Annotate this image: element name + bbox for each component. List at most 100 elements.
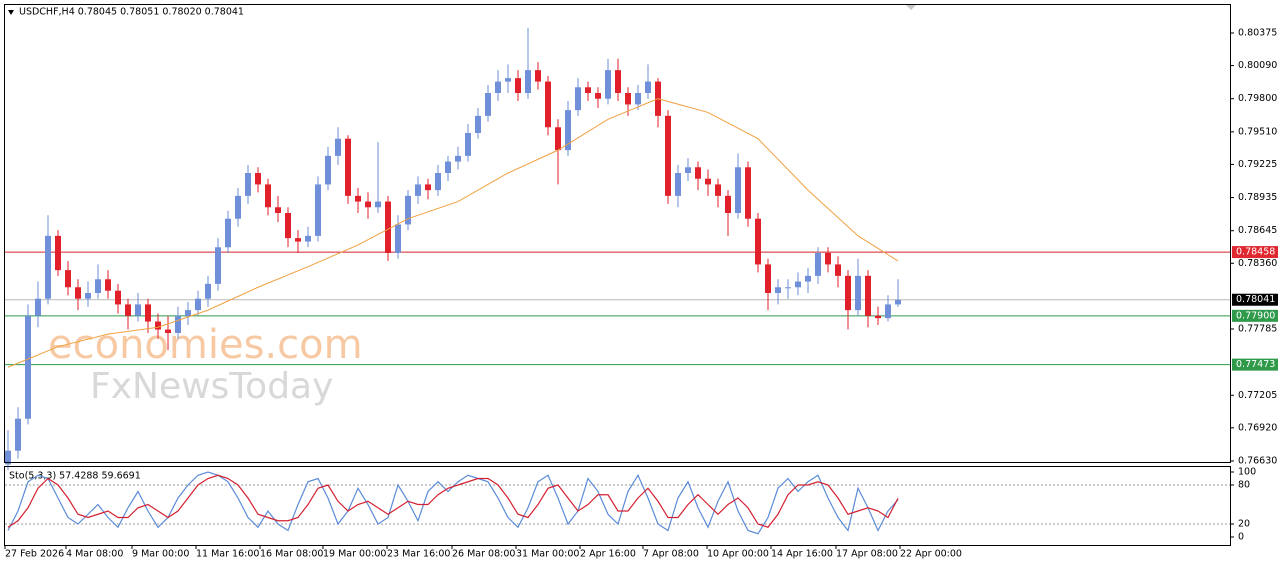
y-tick-label: 20 (1238, 519, 1250, 530)
watermark-text: economies.com (48, 322, 363, 368)
main-frame (4, 4, 1231, 463)
indicator-line (7, 474, 899, 528)
candle-body (885, 304, 891, 319)
candle-body (145, 304, 151, 322)
candle-body (795, 281, 801, 288)
candle-body (155, 321, 161, 330)
x-tick-label: 26 Mar 08:00 (452, 549, 515, 560)
candle-body (755, 218, 761, 265)
candle-body (135, 304, 141, 316)
candle-body (395, 224, 401, 253)
watermark-text: FxNewsToday (90, 366, 333, 407)
sub-frame (4, 466, 1231, 546)
candle-body (875, 315, 881, 319)
candle-body (765, 264, 771, 293)
candle-body (345, 138, 351, 196)
candle-body (415, 184, 421, 196)
y-tick-label: 100 (1238, 467, 1256, 478)
candle-body (775, 287, 781, 293)
candle-body (845, 275, 851, 311)
candle-body (635, 92, 641, 105)
x-tick-label: 22 Apr 00:00 (900, 549, 962, 560)
candle-body (485, 92, 491, 116)
candle-body (785, 287, 791, 289)
candle-body (25, 315, 31, 419)
y-tick-label: 0.78360 (1238, 258, 1277, 269)
candle-body (435, 172, 441, 191)
level-label: 0.77473 (1236, 359, 1275, 370)
candle-body (175, 315, 181, 333)
candle-body (465, 132, 471, 156)
x-tick-label: 10 Apr 00:00 (707, 549, 769, 560)
candle-body (245, 172, 251, 196)
y-tick-label: 0.77205 (1238, 390, 1277, 401)
y-tick-label: 0.78645 (1238, 225, 1277, 236)
candle-body (705, 178, 711, 185)
candle-body (125, 304, 131, 316)
x-tick-label: 17 Apr 08:00 (836, 549, 898, 560)
candle-body (105, 279, 111, 291)
candle-body (315, 184, 321, 236)
candle-body (65, 270, 71, 288)
candle-body (685, 167, 691, 173)
level-label: 0.78041 (1236, 294, 1275, 305)
level-label: 0.77900 (1236, 310, 1275, 321)
x-tick-label: 11 Mar 16:00 (196, 549, 259, 560)
candle-body (285, 212, 291, 239)
menu-arrow[interactable] (8, 10, 14, 15)
candle-body (535, 70, 541, 82)
y-tick-label: 0.78935 (1238, 192, 1277, 203)
candle-body (665, 115, 671, 196)
level-label-box (1232, 246, 1278, 259)
candle-body (275, 207, 281, 213)
level-label: 0.78458 (1236, 247, 1275, 258)
candle-body (865, 275, 871, 316)
x-tick-label: 23 Mar 16:00 (387, 549, 450, 560)
y-tick-label: 0.77785 (1238, 323, 1277, 334)
candle-body (405, 195, 411, 225)
candle-body (585, 87, 591, 93)
candle-body (495, 81, 501, 93)
x-tick-label: 27 Feb 2026 (5, 549, 64, 560)
candle-body (445, 161, 451, 173)
candle-body (5, 450, 11, 465)
candle-body (225, 218, 231, 248)
candle-body (375, 201, 381, 208)
x-tick-label: 4 Mar 08:00 (66, 549, 123, 560)
candle-body (95, 279, 101, 293)
candle-body (355, 195, 361, 202)
y-tick-label: 0 (1238, 532, 1244, 543)
candle-body (385, 201, 391, 253)
candle-body (55, 235, 61, 271)
y-tick-label: 0.79510 (1238, 126, 1277, 137)
candle-body (455, 155, 461, 162)
x-tick-label: 7 Apr 08:00 (643, 549, 699, 560)
candle-body (295, 238, 301, 242)
x-tick-label: 9 Mar 00:00 (132, 549, 189, 560)
candle-body (595, 92, 601, 99)
candle-body (525, 70, 531, 93)
level-label-box (1232, 309, 1278, 322)
candle-body (715, 184, 721, 196)
y-tick-label: 0.80090 (1238, 60, 1277, 71)
candle-body (85, 292, 91, 299)
chart-title: USDCHF,H4 0.78045 0.78051 0.78020 0.7804… (19, 7, 244, 18)
candle-body (565, 110, 571, 151)
candle-body (605, 70, 611, 99)
candle-body (185, 310, 191, 316)
candle-body (555, 127, 561, 151)
candle-body (735, 167, 741, 213)
candle-body (255, 172, 261, 185)
moving-average (7, 98, 899, 368)
x-tick-label: 31 Mar 00:00 (516, 549, 579, 560)
candle-body (365, 201, 371, 208)
candle-body (115, 290, 121, 305)
level-label-box (1232, 358, 1278, 371)
candle-body (815, 252, 821, 276)
indicator-title: Sto(5,3,3) 57.4288 59.6691 (9, 471, 141, 482)
candle-body (545, 81, 551, 128)
level-label-box (1232, 293, 1278, 306)
